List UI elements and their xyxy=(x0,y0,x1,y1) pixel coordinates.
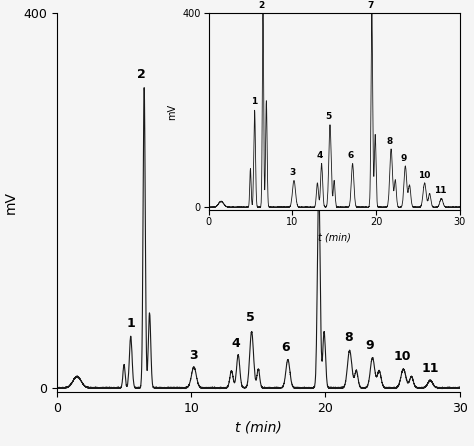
Text: 7: 7 xyxy=(367,0,374,9)
Y-axis label: mV: mV xyxy=(4,191,18,215)
Text: 6: 6 xyxy=(281,341,290,354)
Text: 8: 8 xyxy=(344,331,353,344)
Text: 4: 4 xyxy=(317,151,323,160)
Text: 5: 5 xyxy=(246,311,255,324)
X-axis label: t (min): t (min) xyxy=(235,421,282,435)
Text: 11: 11 xyxy=(421,362,439,375)
Text: 8: 8 xyxy=(386,136,392,146)
Text: 1: 1 xyxy=(127,317,135,330)
Text: 2: 2 xyxy=(258,0,264,9)
Text: 3: 3 xyxy=(289,168,295,177)
Text: 11: 11 xyxy=(434,186,447,195)
Text: 6: 6 xyxy=(348,151,354,160)
Text: 1: 1 xyxy=(251,97,257,107)
Text: 4: 4 xyxy=(231,337,240,351)
Text: 5: 5 xyxy=(325,112,331,121)
Text: 2: 2 xyxy=(137,68,146,81)
Text: 10: 10 xyxy=(393,351,411,363)
Text: 3: 3 xyxy=(190,349,198,362)
Text: 7: 7 xyxy=(314,161,323,174)
Text: 9: 9 xyxy=(401,153,407,163)
Text: 10: 10 xyxy=(418,170,430,180)
Text: 9: 9 xyxy=(365,339,374,352)
X-axis label: t (min): t (min) xyxy=(318,233,351,243)
Y-axis label: mV: mV xyxy=(167,103,177,120)
